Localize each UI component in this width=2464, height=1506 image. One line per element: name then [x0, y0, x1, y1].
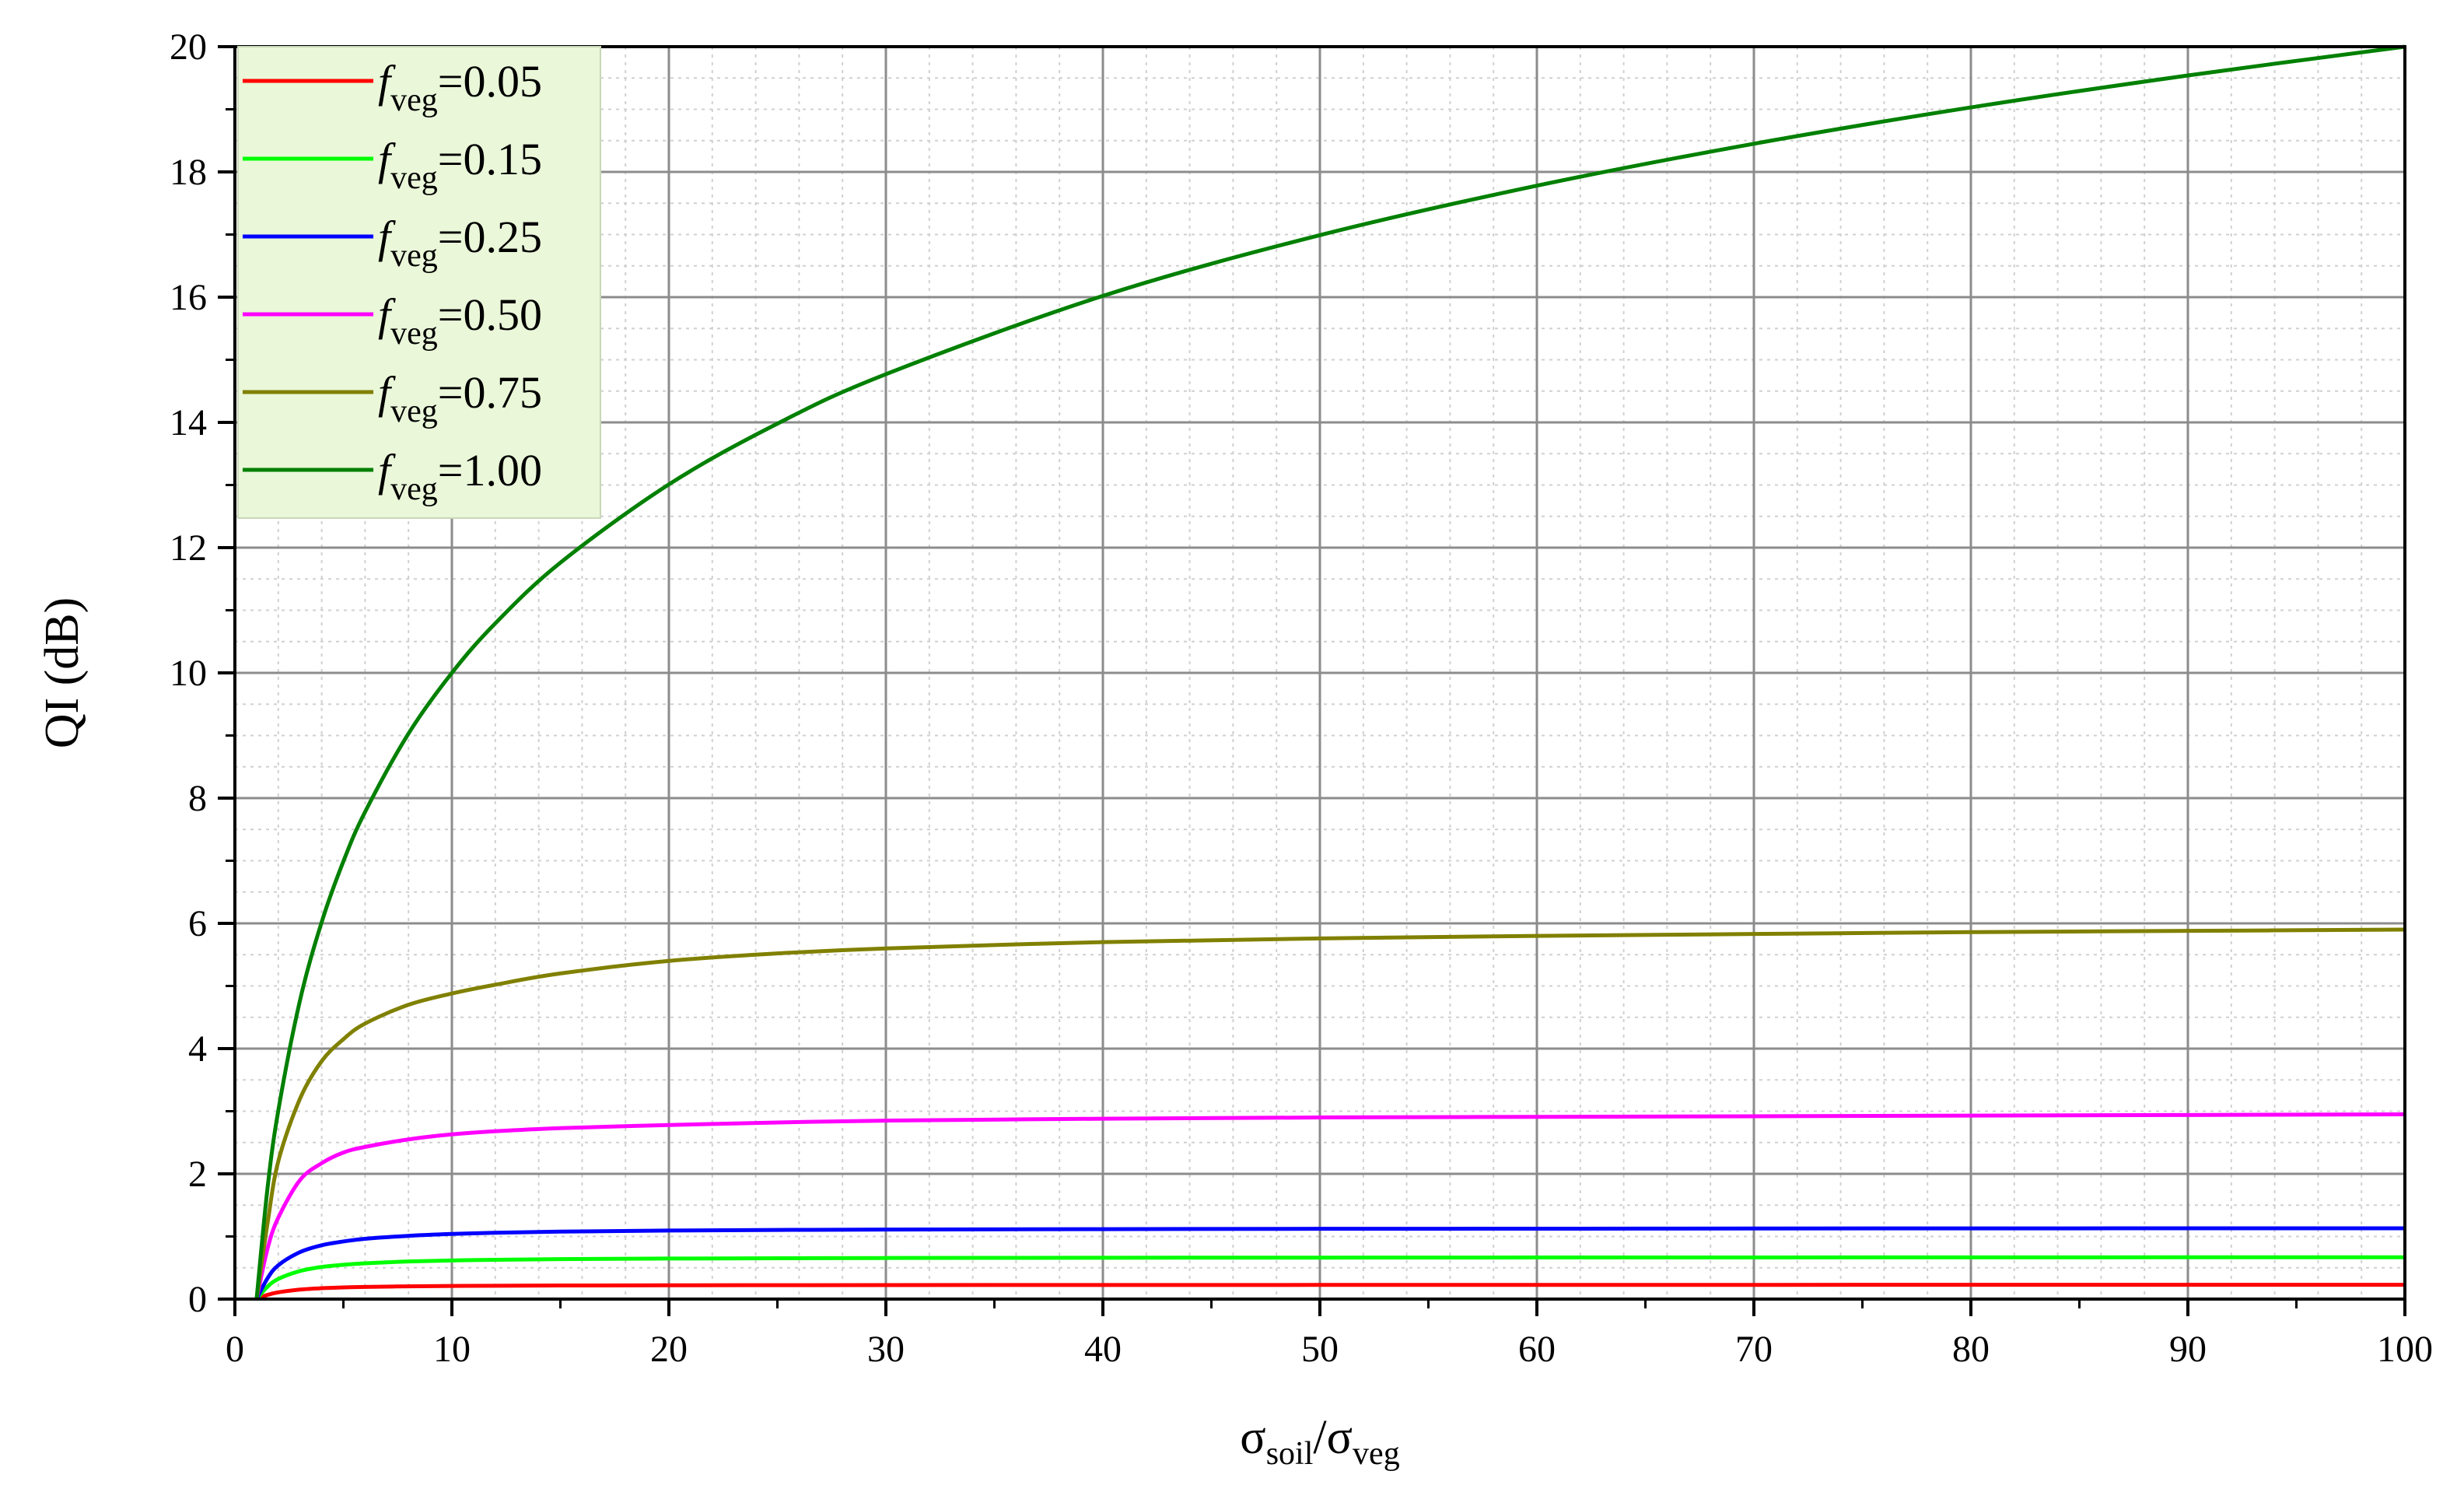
y-tick-labels: 0 2 4 6 8 10 12 14 16 18 20	[170, 26, 207, 1320]
x-tick-label: 40	[1084, 1329, 1122, 1370]
x-tick-label: 70	[1735, 1329, 1773, 1370]
x-tick-label: 20	[650, 1329, 688, 1370]
series-line-4	[254, 1112, 2406, 1300]
series-line-3	[254, 1226, 2406, 1301]
y-tick-label: 8	[188, 778, 207, 819]
y-tick-label: 14	[170, 402, 207, 443]
legend-label-2: fveg=0.15	[378, 134, 542, 196]
legend-box	[237, 46, 601, 519]
legend-label-3: fveg=0.25	[378, 212, 542, 274]
axis-ticks	[218, 45, 2406, 1316]
x-tick-labels: 0 10 20 30 40 50 60 70 80 90 100	[226, 1329, 2433, 1370]
x-tick-label: 90	[2169, 1329, 2207, 1370]
x-tick-label: 80	[1952, 1329, 1990, 1370]
series-line-1	[255, 1283, 2405, 1301]
x-axis-title: σsoil/σveg	[1240, 1411, 1399, 1472]
legend: fveg=0.05fveg=0.15fveg=0.25fveg=0.50fveg…	[237, 46, 601, 519]
series-line-5	[254, 927, 2406, 1300]
legend-label-6: fveg=1.00	[378, 445, 542, 507]
series-line-6	[254, 44, 2406, 1300]
y-tick-label: 12	[170, 527, 207, 569]
x-tick-label: 50	[1301, 1329, 1339, 1370]
series-lines	[254, 44, 2406, 1301]
x-tick-label: 0	[226, 1329, 244, 1370]
series-line-2	[255, 1255, 2406, 1301]
x-tick-label: 60	[1518, 1329, 1556, 1370]
minor-grid	[235, 47, 2405, 1299]
y-tick-label: 4	[188, 1028, 207, 1070]
y-tick-label: 10	[170, 653, 207, 694]
x-tick-label: 100	[2377, 1329, 2433, 1370]
legend-label-5: fveg=0.75	[378, 367, 542, 429]
y-tick-label: 6	[188, 903, 207, 944]
y-tick-label: 20	[170, 26, 207, 68]
legend-label-1: fveg=0.05	[378, 56, 542, 118]
y-tick-label: 0	[188, 1279, 207, 1320]
y-tick-label: 2	[188, 1154, 207, 1195]
y-axis-title: QI (dB)	[36, 597, 89, 749]
y-tick-label: 18	[170, 152, 207, 193]
y-tick-label: 16	[170, 277, 207, 318]
x-tick-label: 10	[433, 1329, 471, 1370]
x-tick-label: 30	[867, 1329, 905, 1370]
